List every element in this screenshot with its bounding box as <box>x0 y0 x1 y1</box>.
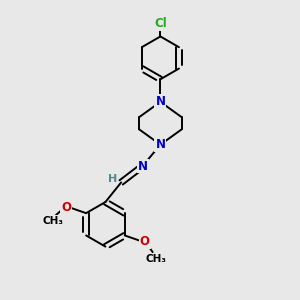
Text: N: N <box>155 95 165 108</box>
Text: Cl: Cl <box>154 17 167 31</box>
Text: N: N <box>155 138 165 151</box>
Text: O: O <box>140 235 150 248</box>
Text: CH₃: CH₃ <box>43 216 64 226</box>
Text: H: H <box>108 174 118 184</box>
Text: CH₃: CH₃ <box>145 254 166 264</box>
Text: N: N <box>138 160 148 172</box>
Text: O: O <box>61 201 71 214</box>
